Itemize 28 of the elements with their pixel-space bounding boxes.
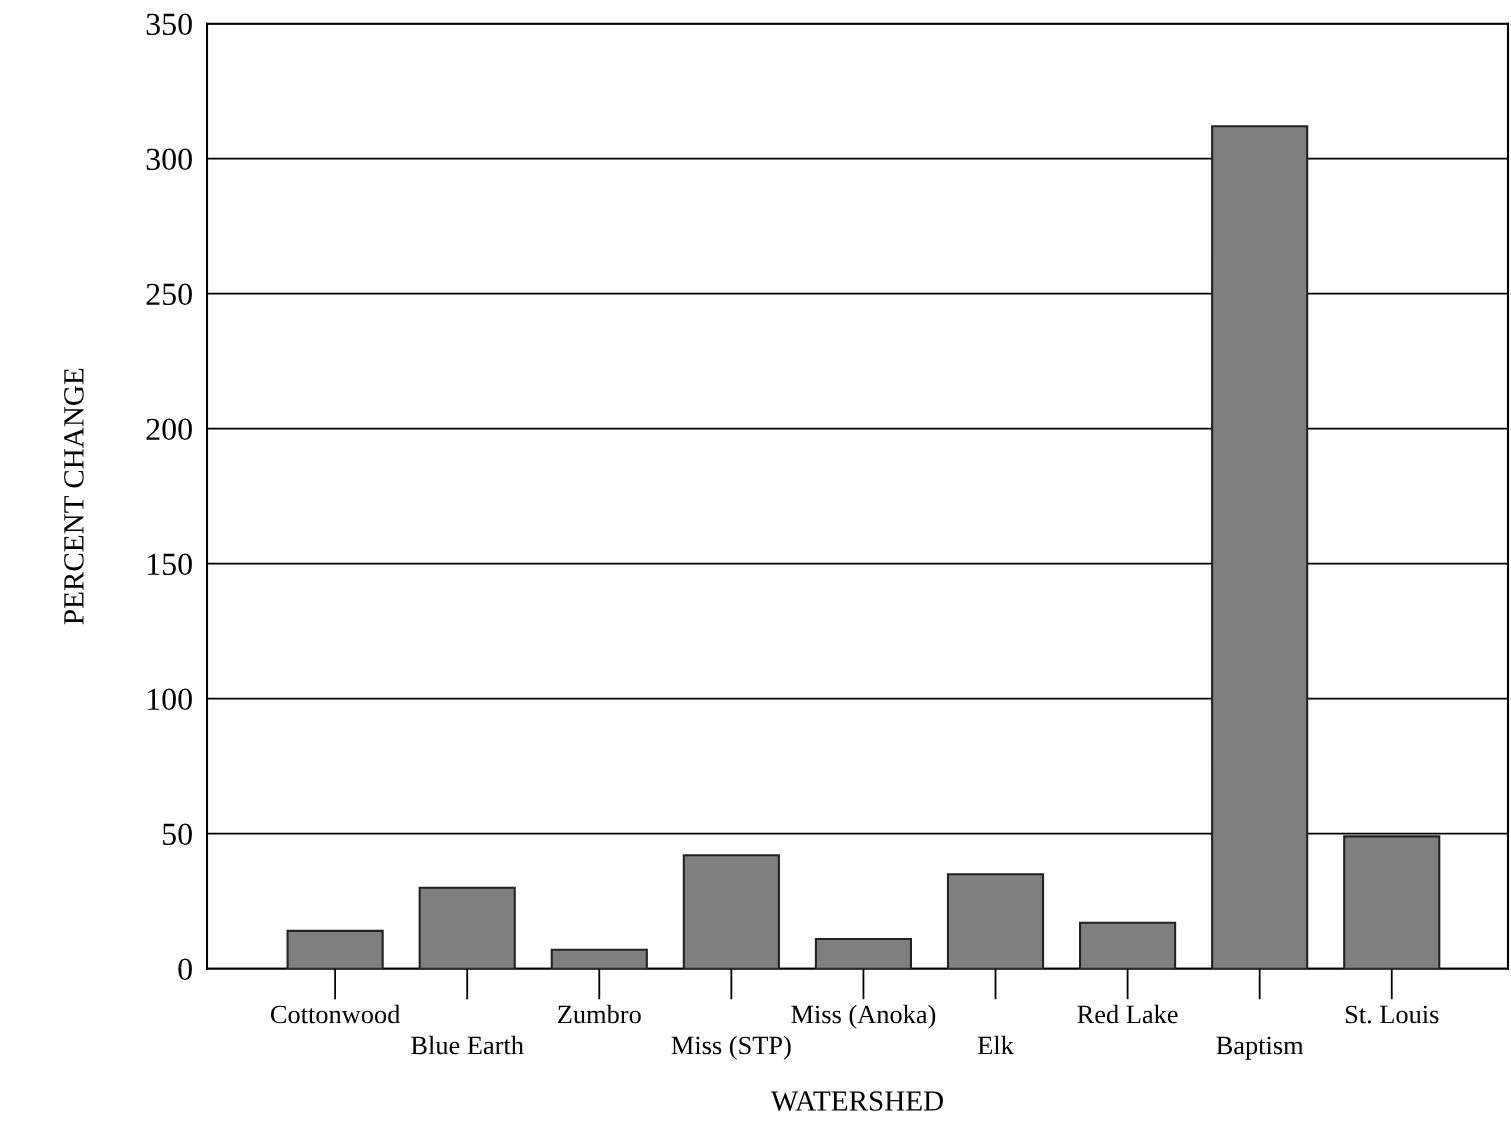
x-tick-label: St. Louis <box>1345 1005 1439 1024</box>
bar <box>418 886 516 969</box>
x-axis-title: WATERSHED <box>770 1091 943 1111</box>
y-tick-label: 200 <box>146 418 192 441</box>
y-tick-label: 300 <box>146 148 192 171</box>
bar <box>286 929 384 969</box>
y-tick-label: 250 <box>146 283 192 306</box>
x-tick-label: Miss (STP) <box>671 1035 791 1060</box>
bar <box>1343 835 1441 969</box>
bar <box>682 854 780 969</box>
x-tick-label: Zumbro <box>558 1004 641 1024</box>
bar <box>550 948 648 969</box>
x-tick-label: Elk <box>977 1035 1014 1055</box>
bar <box>1211 125 1309 969</box>
y-axis-title: PERCENT CHANGE <box>64 368 84 625</box>
x-tick-label: Cottonwood <box>270 1004 401 1024</box>
bar <box>814 937 913 969</box>
y-tick-label: 350 <box>146 13 192 36</box>
y-tick-label: 150 <box>148 553 192 576</box>
y-tick-label: 0 <box>178 958 192 981</box>
bar <box>946 873 1045 969</box>
x-tick-label: Blue Earth <box>411 1035 524 1055</box>
bar <box>1079 921 1177 969</box>
y-tick-label: 100 <box>148 688 192 711</box>
x-tick-label: Baptism <box>1216 1036 1304 1060</box>
x-tick-label: Miss (Anoka) <box>791 1004 936 1029</box>
x-tick-label: Red Lake <box>1077 1004 1178 1024</box>
y-tick-label: 50 <box>163 823 192 846</box>
